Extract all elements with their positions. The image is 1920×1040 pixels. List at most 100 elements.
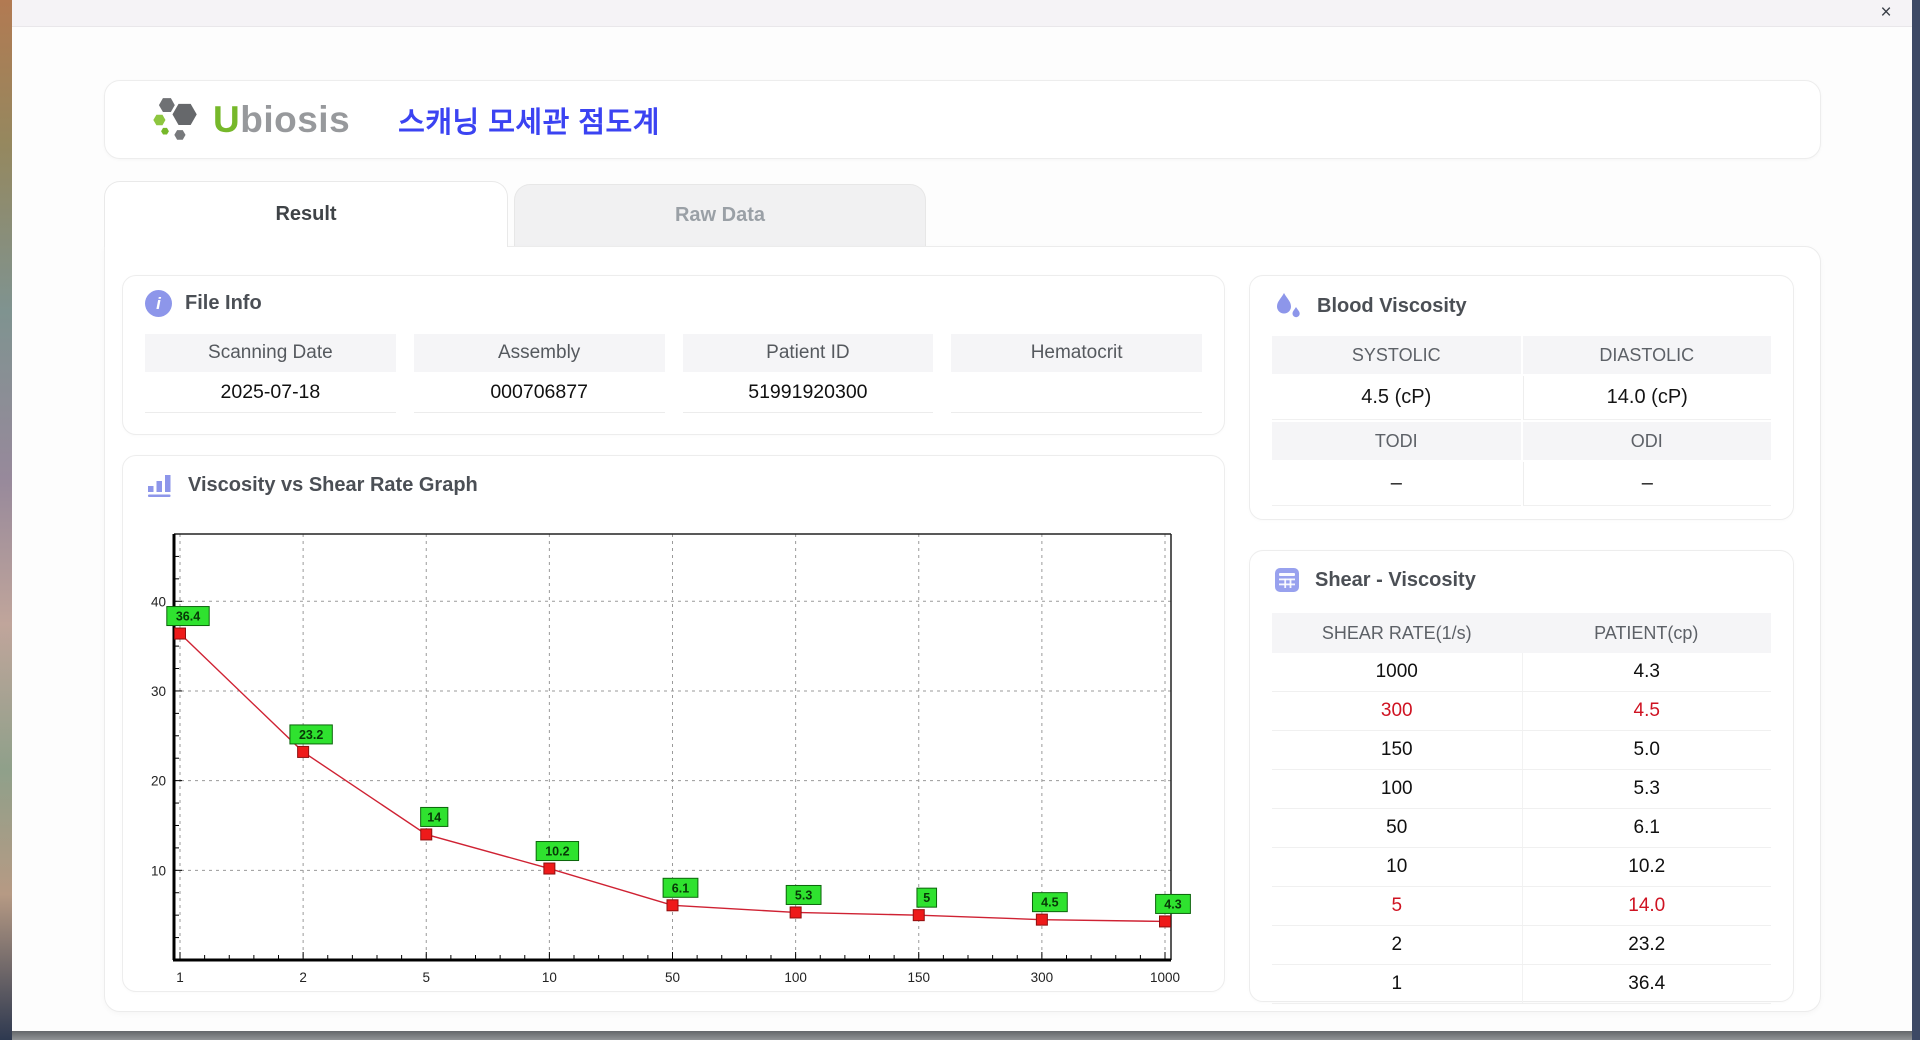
shear-rate-cell: 150 xyxy=(1380,739,1413,760)
file-info-title-text: File Info xyxy=(185,292,262,314)
file-info-column: Hematocrit xyxy=(951,334,1202,413)
table-row: 2 23.2 xyxy=(1272,926,1771,965)
svg-text:2: 2 xyxy=(299,970,307,985)
value-cell xyxy=(951,372,1202,413)
file-info-card: i File Info Scanning Date 2025-07-18 Ass… xyxy=(122,275,1225,435)
patient-cell: 10.2 xyxy=(1521,848,1772,886)
table-header-row: SHEAR RATE(1/s) PATIENT(cp) xyxy=(1272,613,1771,653)
table-grid-icon xyxy=(1275,568,1299,592)
blood-viscosity-card: Blood Viscosity SYSTOLIC DIASTOLIC 4.5 (… xyxy=(1249,275,1794,520)
svg-text:10: 10 xyxy=(542,970,557,985)
column-header: TODI xyxy=(1272,422,1521,460)
blood-drops-icon xyxy=(1277,293,1300,318)
svg-text:100: 100 xyxy=(784,970,807,985)
graph-title: Viscosity vs Shear Rate Graph xyxy=(145,470,478,500)
svg-text:4.3: 4.3 xyxy=(1164,897,1181,911)
shear-rate-cell: 1000 xyxy=(1375,661,1418,682)
shear-viscosity-card: Shear - Viscosity SHEAR RATE(1/s) PATIEN… xyxy=(1249,550,1794,1004)
patient-cell: 5.3 xyxy=(1521,770,1772,808)
svg-text:300: 300 xyxy=(1031,970,1054,985)
patient-cell: 4.5 xyxy=(1521,692,1772,730)
column-header: Patient ID xyxy=(682,334,934,372)
column-header: Scanning Date xyxy=(145,334,396,372)
svg-text:1000: 1000 xyxy=(1150,970,1180,985)
shear-rate-cell: 100 xyxy=(1380,778,1413,799)
blood-viscosity-title: Blood Viscosity xyxy=(1272,290,1467,322)
column-header: DIASTOLIC xyxy=(1522,336,1771,374)
tab-raw-data[interactable]: Raw Data xyxy=(514,184,926,246)
table-row: 10 10.2 xyxy=(1272,848,1771,887)
table-row: 300 4.5 xyxy=(1272,692,1771,731)
patient-cell: 4.3 xyxy=(1521,653,1772,691)
svg-text:5: 5 xyxy=(422,970,430,985)
table-row: 100 5.3 xyxy=(1272,770,1771,809)
viscosity-chart: 10 20 30 40 36.4 23.2 14 10.2 6.1 5.3 5 4.5 4.3 1 2 5 10… xyxy=(151,533,1191,985)
viscosity-graph-card: Viscosity vs Shear Rate Graph 10 20 30 40 36… xyxy=(122,455,1225,992)
svg-text:10: 10 xyxy=(151,863,166,878)
svg-text:30: 30 xyxy=(151,684,166,699)
svg-text:36.4: 36.4 xyxy=(176,610,200,624)
window-right-edge xyxy=(1912,0,1920,1040)
window-close-button[interactable]: × xyxy=(1880,2,1892,23)
value-cell: 000706877 xyxy=(413,372,665,413)
file-info-column: Patient ID 51991920300 xyxy=(682,334,934,413)
svg-text:5: 5 xyxy=(923,891,930,905)
file-info-column: Scanning Date 2025-07-18 xyxy=(145,334,396,413)
svg-text:10.2: 10.2 xyxy=(545,845,569,859)
column-header: Assembly xyxy=(413,334,665,372)
blood-viscosity-table: SYSTOLIC DIASTOLIC 4.5 (cP) 14.0 (cP) TO… xyxy=(1272,336,1771,506)
column-header: ODI xyxy=(1522,422,1771,460)
todi-value: – xyxy=(1272,462,1521,506)
info-icon: i xyxy=(145,290,172,317)
logo-letters-biosis: biosis xyxy=(240,98,351,140)
patient-cell: 14.0 xyxy=(1521,887,1772,925)
column-header: SHEAR RATE(1/s) xyxy=(1321,622,1472,643)
svg-text:5.3: 5.3 xyxy=(795,888,812,902)
shear-rate-cell: 2 xyxy=(1391,934,1403,955)
patient-cell: 6.1 xyxy=(1521,809,1772,847)
table-row: 1 36.4 xyxy=(1272,965,1771,1004)
tab-result[interactable]: Result xyxy=(104,181,508,247)
file-info-grid: Scanning Date 2025-07-18 Assembly 000706… xyxy=(145,334,1202,413)
value-cell: 51991920300 xyxy=(682,372,934,413)
shear-viscosity-title-text: Shear - Viscosity xyxy=(1315,568,1476,591)
desktop-edge-strip xyxy=(0,0,12,1040)
table-row: 50 6.1 xyxy=(1272,809,1771,848)
shear-rate-cell: 1 xyxy=(1391,973,1403,994)
file-info-title: i File Info xyxy=(145,290,262,317)
graph-title-text: Viscosity vs Shear Rate Graph xyxy=(188,473,478,496)
table-row: 5 14.0 xyxy=(1272,887,1771,926)
patient-cell: 36.4 xyxy=(1521,965,1772,1003)
shear-viscosity-table: SHEAR RATE(1/s) PATIENT(cp) 1000 4.3 300… xyxy=(1272,613,1771,1004)
window-titlebar: × xyxy=(12,0,1912,27)
odi-value: – xyxy=(1522,462,1771,506)
svg-text:14: 14 xyxy=(427,810,441,824)
shear-rate-cell: 50 xyxy=(1386,817,1408,838)
shear-rate-cell: 300 xyxy=(1380,700,1413,721)
ubiosis-logo-text: Ubiosis xyxy=(213,99,350,141)
ubiosis-logo-icon xyxy=(153,97,197,140)
shear-rate-cell: 10 xyxy=(1386,856,1408,877)
svg-text:50: 50 xyxy=(665,970,680,985)
file-info-column: Assembly 000706877 xyxy=(413,334,665,413)
svg-text:1: 1 xyxy=(176,970,184,985)
svg-text:40: 40 xyxy=(151,594,166,609)
column-header: SYSTOLIC xyxy=(1272,336,1521,374)
ubiosis-logo: Ubiosis xyxy=(151,92,350,148)
column-header: PATIENT(cp) xyxy=(1594,622,1699,643)
diastolic-value: 14.0 (cP) xyxy=(1522,376,1771,420)
logo-letter-u: U xyxy=(213,98,241,140)
svg-text:6.1: 6.1 xyxy=(672,881,689,895)
systolic-value: 4.5 (cP) xyxy=(1272,376,1521,420)
patient-cell: 5.0 xyxy=(1521,731,1772,769)
blood-viscosity-title-text: Blood Viscosity xyxy=(1317,294,1467,317)
bar-chart-icon xyxy=(148,475,171,497)
svg-text:150: 150 xyxy=(907,970,930,985)
value-cell: 2025-07-18 xyxy=(145,372,396,413)
shear-viscosity-title: Shear - Viscosity xyxy=(1272,565,1476,595)
app-title-korean: 스캐닝 모세관 점도계 xyxy=(398,106,660,139)
svg-text:23.2: 23.2 xyxy=(299,728,323,742)
patient-cell: 23.2 xyxy=(1521,926,1772,964)
column-header: Hematocrit xyxy=(951,334,1202,372)
